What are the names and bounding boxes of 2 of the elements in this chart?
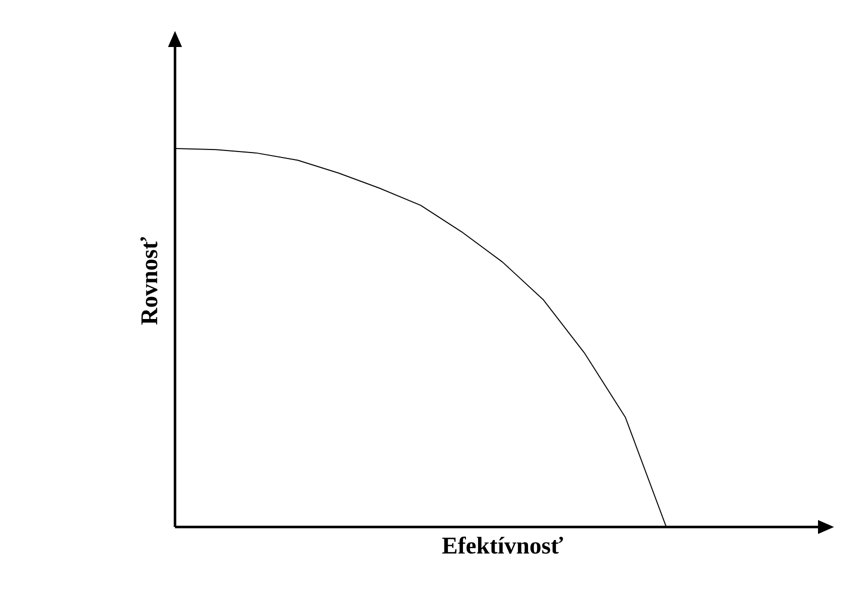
x-axis-title: Efektívnosť xyxy=(442,536,563,554)
y-axis-title: Rovnosť xyxy=(140,237,158,325)
